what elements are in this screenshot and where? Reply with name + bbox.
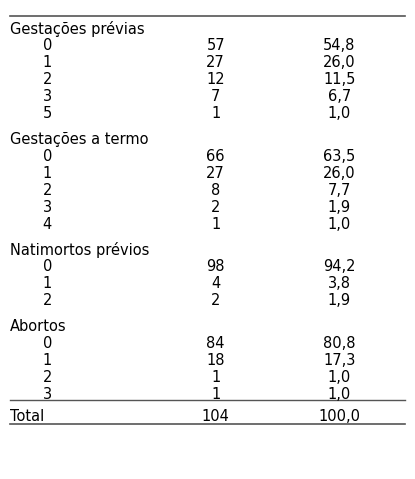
Text: 3,8: 3,8: [328, 276, 351, 291]
Text: 1,0: 1,0: [328, 217, 351, 232]
Text: 4: 4: [211, 276, 220, 291]
Text: 27: 27: [206, 166, 225, 181]
Text: 1,9: 1,9: [328, 200, 351, 215]
Text: 4: 4: [43, 217, 52, 232]
Text: 0: 0: [43, 259, 52, 274]
Text: 98: 98: [207, 259, 225, 274]
Text: 2: 2: [211, 293, 220, 308]
Text: Natimortos prévios: Natimortos prévios: [10, 242, 149, 258]
Text: 2: 2: [43, 182, 52, 198]
Text: 80,8: 80,8: [323, 336, 356, 351]
Text: 1,0: 1,0: [328, 387, 351, 402]
Text: 5: 5: [43, 106, 52, 121]
Text: 7: 7: [211, 89, 220, 104]
Text: 94,2: 94,2: [323, 259, 356, 274]
Text: Gestações a termo: Gestações a termo: [10, 132, 148, 147]
Text: 84: 84: [207, 336, 225, 351]
Text: 27: 27: [206, 55, 225, 70]
Text: 8: 8: [211, 182, 220, 198]
Text: 0: 0: [43, 38, 52, 53]
Text: 3: 3: [43, 89, 52, 104]
Text: 1: 1: [211, 387, 220, 402]
Text: 7,7: 7,7: [328, 182, 351, 198]
Text: 63,5: 63,5: [323, 148, 356, 163]
Text: 0: 0: [43, 336, 52, 351]
Text: 1: 1: [211, 370, 220, 385]
Text: 26,0: 26,0: [323, 55, 356, 70]
Text: 1: 1: [43, 276, 52, 291]
Text: 18: 18: [207, 353, 225, 368]
Text: 1,9: 1,9: [328, 293, 351, 308]
Text: 1: 1: [43, 55, 52, 70]
Text: 104: 104: [202, 409, 229, 424]
Text: Gestações prévias: Gestações prévias: [10, 21, 144, 37]
Text: 66: 66: [207, 148, 225, 163]
Text: 57: 57: [206, 38, 225, 53]
Text: 26,0: 26,0: [323, 166, 356, 181]
Text: 0: 0: [43, 148, 52, 163]
Text: 12: 12: [206, 72, 225, 87]
Text: 3: 3: [43, 387, 52, 402]
Text: 3: 3: [43, 200, 52, 215]
Text: 54,8: 54,8: [323, 38, 356, 53]
Text: 2: 2: [211, 200, 220, 215]
Text: 1: 1: [211, 217, 220, 232]
Text: 17,3: 17,3: [323, 353, 356, 368]
Text: 6,7: 6,7: [328, 89, 351, 104]
Text: 2: 2: [43, 370, 52, 385]
Text: 1: 1: [211, 106, 220, 121]
Text: 100,0: 100,0: [318, 409, 360, 424]
Text: 2: 2: [43, 293, 52, 308]
Text: Abortos: Abortos: [10, 319, 66, 334]
Text: 1: 1: [43, 353, 52, 368]
Text: Total: Total: [10, 409, 44, 424]
Text: 11,5: 11,5: [323, 72, 356, 87]
Text: 1: 1: [43, 166, 52, 181]
Text: 1,0: 1,0: [328, 106, 351, 121]
Text: 1,0: 1,0: [328, 370, 351, 385]
Text: 2: 2: [43, 72, 52, 87]
